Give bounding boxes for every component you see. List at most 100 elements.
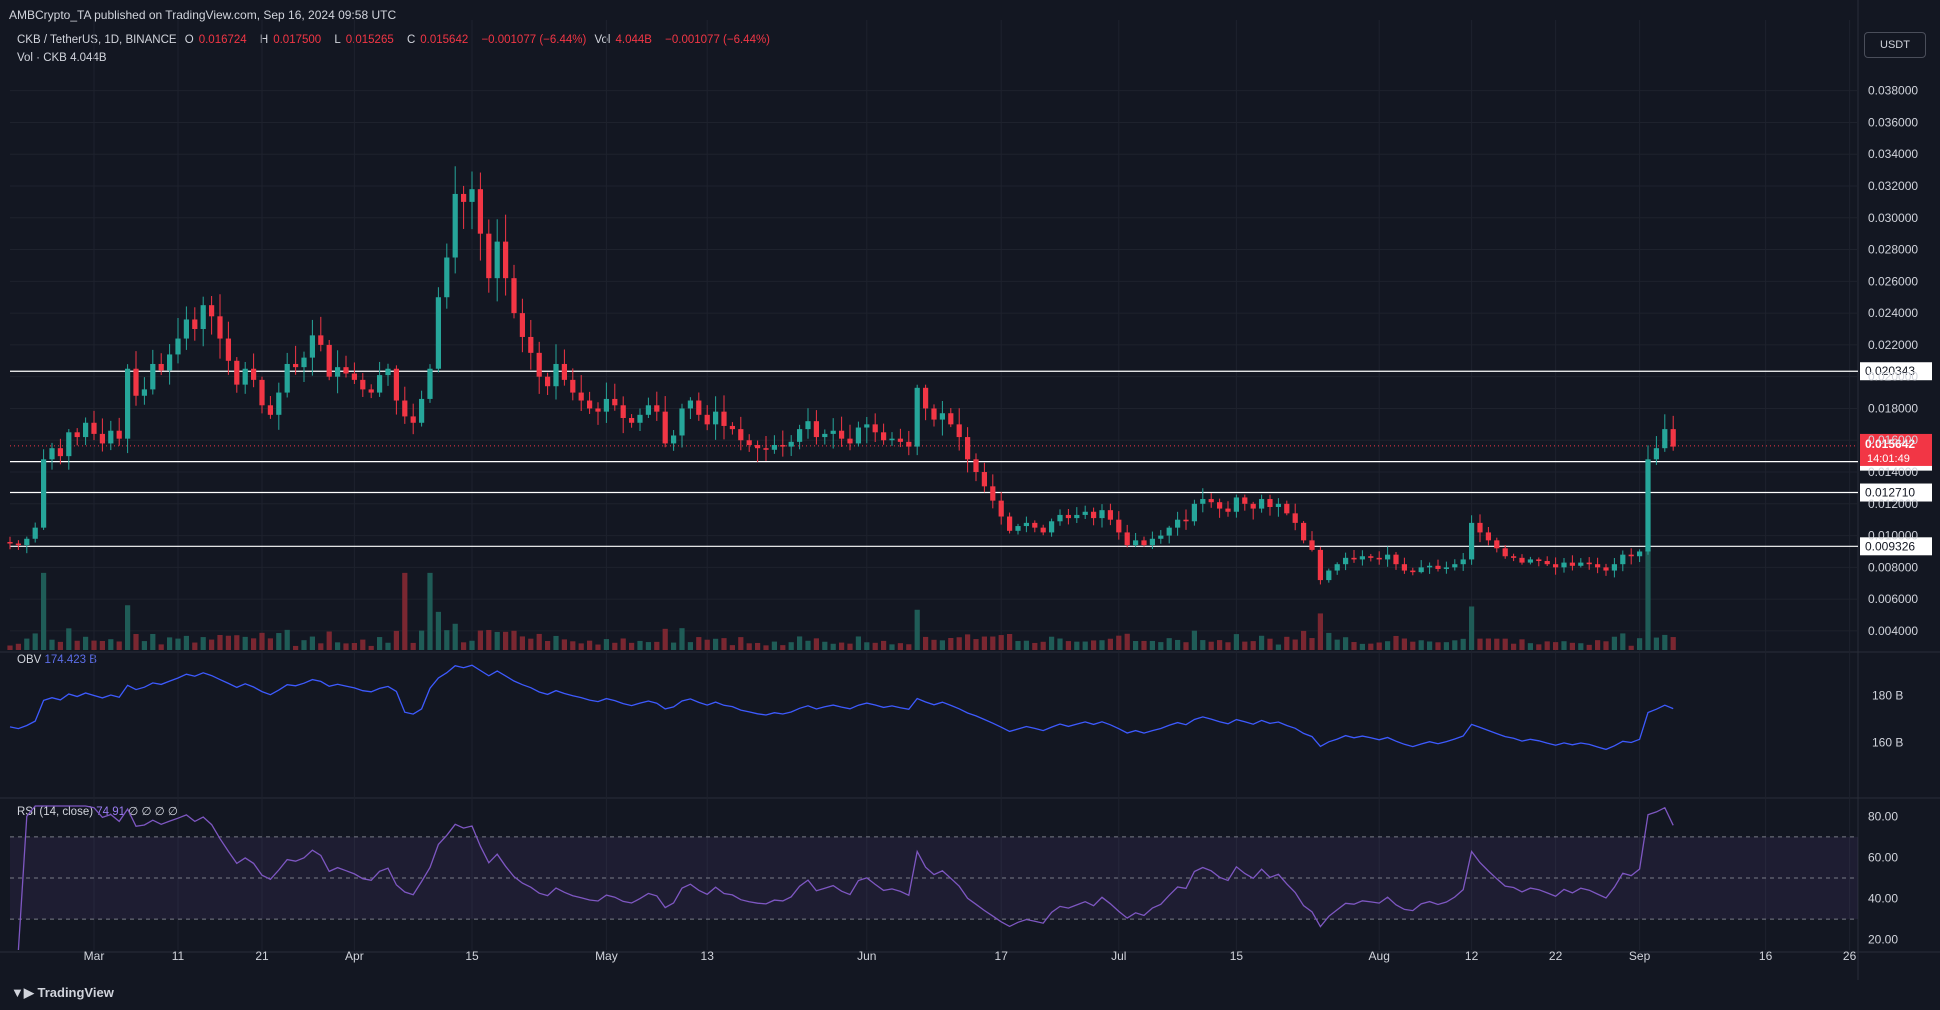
candle-body	[1300, 522, 1307, 541]
time-tick-label: May	[595, 949, 618, 963]
volume-bar	[1611, 636, 1618, 650]
candle-body	[998, 500, 1004, 517]
price-tick-label: 0.004000	[1868, 624, 1918, 638]
volume-bar	[1410, 641, 1416, 650]
candle-body	[1502, 548, 1508, 557]
volume-bar	[66, 628, 72, 650]
candle-body	[1611, 564, 1618, 571]
symbol-title[interactable]: CKB / TetherUS, 1D, BINANCE	[17, 34, 177, 46]
candle-body	[410, 416, 416, 423]
candle-body	[1208, 499, 1214, 503]
candle-body	[427, 368, 433, 399]
candle-body	[225, 338, 232, 361]
volume-bar	[948, 637, 954, 650]
volume-bar	[536, 633, 542, 650]
candle-body	[1485, 532, 1492, 541]
candle-body	[838, 430, 845, 439]
candle-body	[1183, 519, 1189, 522]
time-tick-label: 16	[1759, 949, 1773, 963]
level-label: 0.020343	[1865, 364, 1915, 378]
volume-bar	[24, 638, 30, 650]
volume-bar	[1477, 638, 1483, 650]
candle-body	[822, 433, 828, 438]
volume-bar	[108, 639, 114, 650]
candle-body	[1015, 526, 1021, 531]
volume-bar	[1552, 642, 1559, 650]
volume-bar	[1334, 639, 1340, 650]
volume-bar	[687, 642, 694, 650]
volume-bar	[939, 640, 946, 650]
candle-body	[1578, 562, 1584, 566]
rsi-legend-label[interactable]: RSI (14, close)	[17, 806, 94, 818]
candle-body	[1124, 532, 1130, 546]
candle-body	[544, 376, 551, 387]
candle-body	[1628, 554, 1634, 557]
obv-legend-label[interactable]: OBV	[17, 654, 42, 666]
volume-bar	[796, 636, 803, 650]
candle-body	[1452, 564, 1458, 568]
volume-bar	[1116, 635, 1122, 650]
price-tick-label: 0.028000	[1868, 243, 1918, 257]
candle-body	[418, 398, 425, 423]
candle-body	[486, 233, 492, 279]
volume-bar	[880, 640, 887, 650]
volume-bar	[99, 640, 106, 650]
volume-bar	[603, 639, 610, 650]
candle-body	[217, 316, 223, 339]
volume-bar	[746, 643, 752, 650]
candle-body	[469, 189, 475, 202]
candle-body	[1174, 519, 1181, 528]
volume-bar	[637, 640, 643, 650]
candle-body	[1191, 503, 1198, 522]
volume-bar	[427, 572, 433, 650]
candle-body	[1636, 551, 1643, 557]
tradingview-logo[interactable]: ▼▶ TradingView	[11, 985, 114, 1000]
candle-body	[1116, 519, 1122, 533]
candle-body	[1393, 554, 1399, 565]
volume-bar	[452, 623, 458, 650]
price-tick-label: 0.034000	[1868, 147, 1918, 161]
candle-body	[200, 305, 206, 330]
volume-bar	[1594, 640, 1601, 650]
obv-legend: OBV 174.423 B	[17, 654, 97, 666]
candle-body	[586, 400, 593, 409]
volume-bar	[57, 641, 64, 650]
volume-bar	[351, 643, 358, 650]
volume-bar	[1494, 638, 1500, 650]
last-price-box	[1860, 433, 1932, 466]
candle-body	[385, 368, 391, 376]
volume-bar	[704, 639, 710, 650]
candle-body	[1141, 540, 1147, 546]
time-tick-label: 12	[1465, 949, 1479, 963]
volume-bar	[1418, 640, 1424, 650]
volume-bar	[1426, 641, 1433, 650]
rsi-legend-extra: ∅ ∅ ∅ ∅	[128, 806, 178, 818]
volume-bar	[49, 639, 55, 650]
candle-body	[906, 441, 912, 447]
candle-body	[679, 408, 685, 436]
volume-bar	[830, 643, 836, 650]
volume-bar	[662, 628, 668, 650]
candle-body	[922, 387, 929, 409]
currency-button[interactable]: USDT	[1864, 32, 1926, 58]
candle-body	[57, 448, 64, 457]
volume-bar	[956, 637, 962, 650]
candle-body	[1074, 514, 1080, 519]
candle-body	[15, 543, 22, 546]
volume-bar	[1275, 644, 1282, 650]
volume-bar	[553, 635, 559, 650]
candle-body	[754, 445, 761, 449]
rsi-tick-label: 80.00	[1868, 809, 1898, 823]
candle-body	[284, 363, 290, 393]
volume-bar	[477, 630, 484, 650]
obv-panel	[9, 664, 1674, 751]
candle-body	[1149, 538, 1156, 546]
volume-bar	[32, 633, 38, 650]
candle-body	[1048, 521, 1055, 533]
candle-body	[402, 400, 408, 417]
volume-legend-label[interactable]: Vol · CKB	[17, 52, 67, 64]
volume-bar	[318, 643, 324, 650]
candle-body	[939, 413, 946, 420]
candle-body	[1603, 567, 1609, 571]
